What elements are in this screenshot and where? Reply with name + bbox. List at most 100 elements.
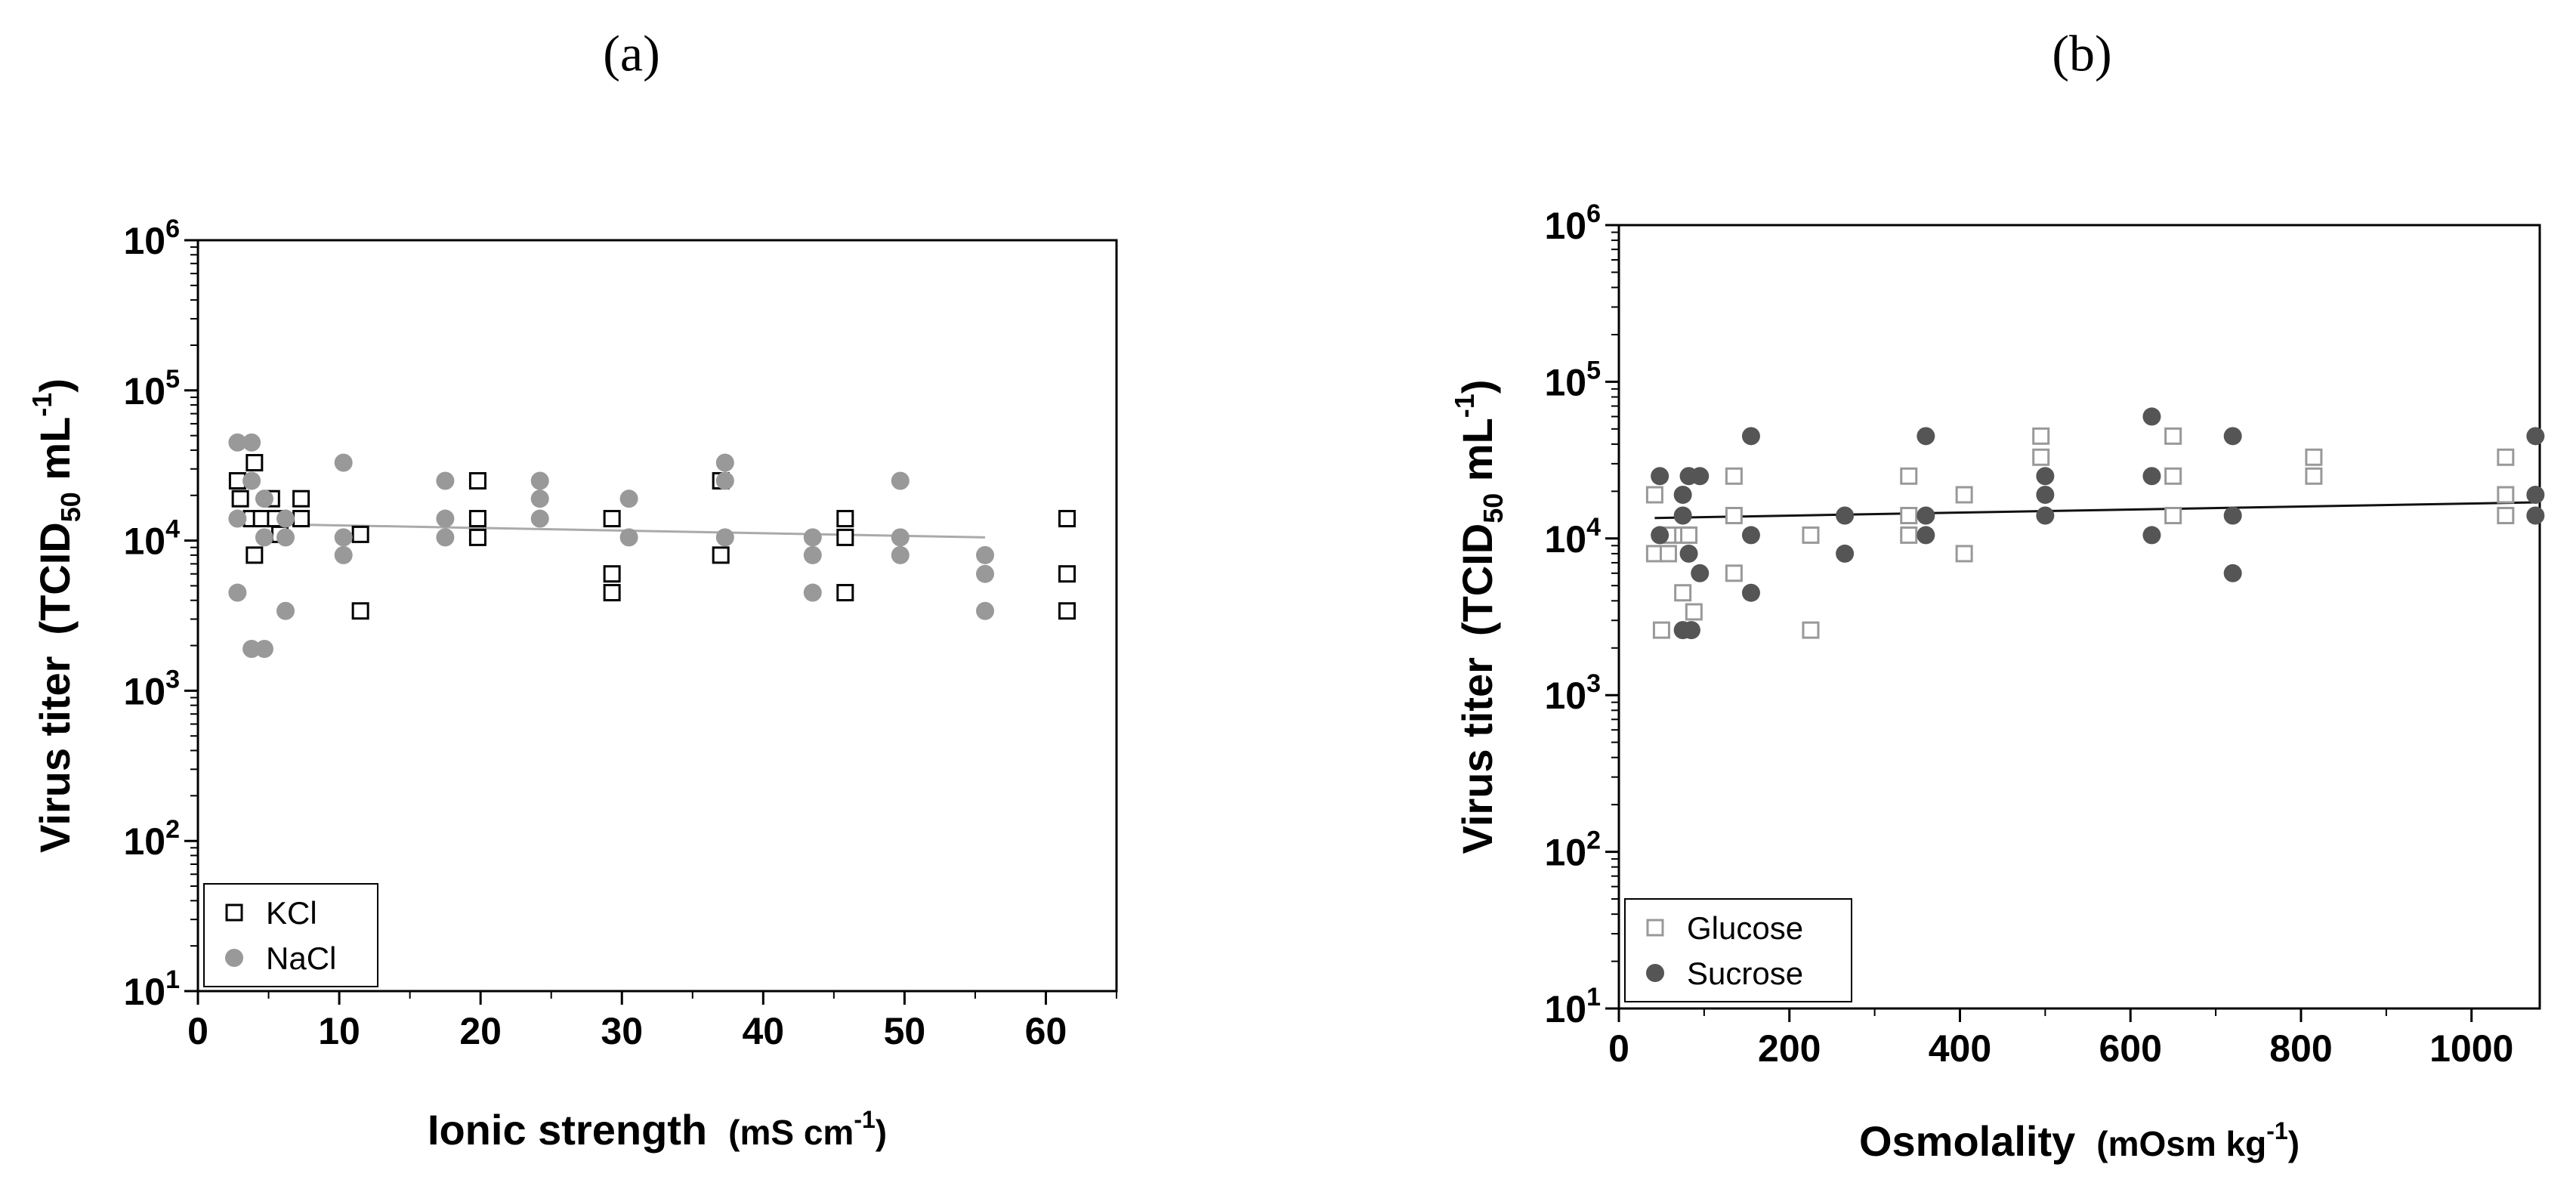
data-point-circle [242,433,261,452]
legend-label: Glucose [1687,910,1803,946]
data-point-square [1058,510,1076,528]
data-point-square [2497,448,2515,466]
y-tick-exponent: 5 [1586,356,1601,385]
data-point-circle [530,509,549,528]
data-point-circle [803,583,822,602]
x-tick-label: 1000 [2429,1027,2513,1070]
data-point-square [1725,506,1743,524]
y-tick-base: 10 [123,520,165,563]
data-point-circle [2223,427,2242,446]
data-point-square [468,528,486,546]
data-point-circle [436,528,455,547]
data-point-circle [2526,427,2545,446]
x-axis-units: (mOsm kg [2096,1124,2266,1163]
y-tick-exponent: 1 [165,965,180,994]
y-tick-base: 10 [1544,988,1586,1030]
data-point-circle [891,471,910,490]
data-point-square [1802,621,1820,639]
x-axis-units: (mS cm [728,1113,854,1152]
data-point-square [603,584,621,602]
plot-frame [196,239,1118,993]
legend-label: NaCl [266,940,336,976]
y-tick-exponent: 3 [165,665,180,693]
panel-label: (b) [2052,25,2111,82]
data-point-circle [436,509,455,528]
y-tick-exponent: 2 [165,815,180,844]
y-tick-base: 10 [123,220,165,262]
x-axis-units-close: ) [876,1113,887,1152]
data-point-circle [2526,506,2545,525]
x-tick-label: 30 [601,1010,643,1052]
legend-label: KCl [266,895,317,931]
y-axis-title: Virus titer (TCID50 mL-1) [1449,380,1509,854]
data-point-square [2497,486,2515,504]
data-point-square [351,525,369,543]
legend: KCl NaCl [203,883,378,987]
data-point-circle [242,639,261,658]
data-point-circle [976,564,995,583]
y-tick-base: 10 [123,370,165,412]
data-point-square [2164,506,2182,524]
data-point-square [1725,467,1743,485]
data-point-circle [976,545,995,564]
data-point-circle [334,528,353,547]
y-tick-label: 105 [123,365,180,412]
data-point-square [468,471,486,490]
x-tick-label: 200 [1758,1027,1821,1070]
data-point-circle [228,583,247,602]
x-axis-title: Ionic strength (mS cm-1) [428,1106,887,1154]
legend-label: Sucrose [1687,956,1803,991]
y-tick-label: 103 [1544,669,1601,717]
y-tick-label: 106 [1544,199,1601,247]
plot-frame [1617,224,2541,1010]
data-point-circle [255,639,273,658]
x-tick-label: 20 [459,1010,502,1052]
data-point-circle [242,471,261,490]
data-point-square [1652,621,1670,639]
y-axis-label: Virus titer [31,656,79,853]
data-point-circle [1741,427,1760,446]
data-point-square [836,510,854,528]
data-point-circle [1682,621,1700,640]
data-point-circle [1691,467,1710,486]
data-point-circle [255,528,273,547]
y-axis-units-open: (TCID [31,522,79,635]
y-tick-base: 10 [123,670,165,712]
y-tick-exponent: 1 [1586,983,1601,1011]
data-point-circle [1679,544,1698,563]
y-axis-units-sup: -1 [26,393,57,417]
data-point-square [2164,467,2182,485]
x-axis: 0 10 20 30 40 50 60 [187,991,1117,1052]
data-point-square [836,528,854,546]
data-point-square [246,454,264,472]
legend-marker-square [1646,919,1664,937]
y-tick-base: 10 [1544,832,1586,874]
y-tick-base: 10 [1544,675,1586,717]
y-tick-label: 102 [1544,826,1601,874]
x-tick-label: 400 [1929,1027,1991,1070]
series-nacl [228,433,995,658]
data-point-square [1955,486,1973,504]
y-axis-units-close: ) [1453,380,1501,394]
series-sucrose [1651,407,2545,640]
data-point-square [712,546,730,564]
data-point-square [252,510,270,528]
y-tick-exponent: 6 [1586,199,1601,228]
data-point-circle [715,528,734,547]
data-point-circle [436,471,455,490]
data-point-square [231,490,249,508]
y-tick-label: 104 [1544,513,1601,561]
legend-box [203,883,378,987]
data-point-square [2032,448,2050,466]
y-tick-label: 105 [1544,356,1601,403]
x-tick-label: 0 [1608,1027,1629,1070]
y-tick-base: 10 [1544,205,1586,247]
data-point-circle [2036,506,2055,525]
data-point-circle [276,528,295,547]
data-point-circle [530,490,549,508]
data-point-square [1685,603,1703,621]
y-axis-units-mid: mL [1453,418,1501,493]
data-point-square [1674,584,1692,602]
